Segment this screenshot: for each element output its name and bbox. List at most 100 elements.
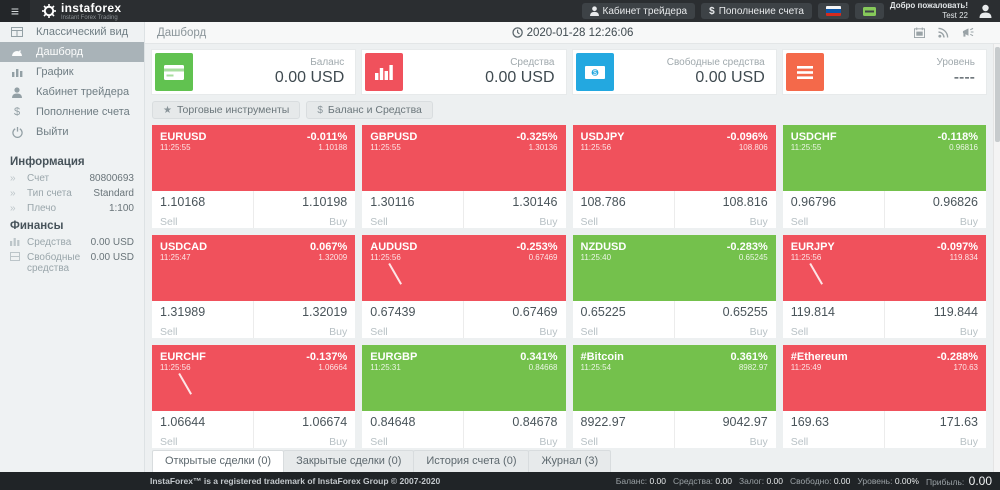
sidebar-item-classic-view[interactable]: Классический вид [0, 22, 144, 42]
copyright-text: InstaForex™ is a registered trademark of… [150, 476, 441, 486]
tile-gbpusd[interactable]: GBPUSD -0.325% 11:25:55 1.30136 1.30116 Sel… [362, 125, 566, 228]
last-price: 0.67469 [528, 253, 558, 262]
sell-quote[interactable]: 1.30116 Sell [370, 195, 415, 228]
sell-quote[interactable]: 0.96796 Sell [790, 195, 836, 228]
russian-flag-icon [825, 6, 841, 16]
instrument-change: -0.137% [306, 351, 348, 363]
sell-quote[interactable]: 169.63 Sell [790, 415, 829, 448]
tile-usdcad[interactable]: USDCAD 0.067% 11:25:47 1.32009 1.31989 Sell… [152, 235, 356, 338]
credit-card-icon [155, 53, 193, 91]
sell-quote[interactable]: 108.786 Sell [580, 195, 626, 228]
sell-quote[interactable]: 0.67439 Sell [370, 305, 416, 338]
calendar-icon[interactable] [914, 27, 925, 38]
payment-system-button[interactable] [854, 3, 884, 19]
deposit-button[interactable]: $ Пополнение счета [701, 3, 812, 19]
logo[interactable]: instaforex Instant Forex Trading [42, 2, 121, 21]
buy-quote[interactable]: 108.816 Buy [673, 191, 776, 228]
last-price: 170.63 [953, 363, 978, 372]
banknote-icon: $ [575, 53, 614, 91]
buy-quote[interactable]: 0.96826 Buy [883, 191, 986, 228]
sell-quote[interactable]: 8922.97 Sell [580, 415, 626, 448]
rss-icon[interactable] [938, 27, 949, 38]
buy-quote[interactable]: 119.844 Buy [883, 301, 986, 338]
instrument-symbol: EURGBP [370, 351, 418, 363]
instrument-change: -0.283% [726, 241, 768, 253]
dollar-icon: $ [317, 104, 323, 116]
menu-toggle-icon[interactable]: ≡ [0, 0, 30, 22]
buy-quote[interactable]: 1.32019 Buy [253, 301, 355, 338]
instaforex-logo-icon [42, 4, 56, 18]
sell-quote[interactable]: 0.84648 Sell [370, 415, 416, 448]
tab-open-deals[interactable]: Открытые сделки (0) [152, 450, 285, 472]
sidebar-item-label: Дашборд [36, 46, 84, 58]
sidebar-item-trader-cabinet[interactable]: Кабинет трейдера [0, 82, 144, 102]
scrollbar-thumb[interactable] [994, 47, 1000, 142]
buy-quote[interactable]: 1.10198 Buy [253, 191, 355, 228]
sidebar-item-logout[interactable]: Выйти [0, 122, 144, 142]
tile-bitcoin[interactable]: #Bitcoin 0.361% 11:25:54 8982.97 8922.97 Se… [572, 345, 776, 448]
sell-quote[interactable]: 1.31989 Sell [160, 305, 206, 338]
tile-usdchf[interactable]: USDCHF -0.118% 11:25:55 0.96816 0.96796 Sel… [782, 125, 986, 228]
last-price: 0.96816 [949, 143, 978, 152]
tab-closed-deals[interactable]: Закрытые сделки (0) [283, 450, 415, 472]
buy-quote[interactable]: 0.67469 Buy [463, 301, 565, 338]
tile-eurjpy[interactable]: EURJPY -0.097% 11:25:56 119.834 119.814 Sel… [782, 235, 986, 338]
card-value: 0.00 USD [695, 68, 765, 86]
instrument-change: -0.097% [937, 241, 978, 253]
buy-quote[interactable]: 0.84678 Buy [463, 411, 565, 448]
sidebar-item-chart[interactable]: График [0, 62, 144, 82]
chevron-icon: » [10, 203, 16, 214]
tab-journal[interactable]: Журнал (3) [528, 450, 612, 472]
sell-quote[interactable]: 0.65225 Sell [580, 305, 626, 338]
buy-quote[interactable]: 0.65255 Buy [673, 301, 776, 338]
vertical-scrollbar[interactable] [993, 44, 1000, 472]
toolbar: ★ Торговые инструменты $ Баланс и Средст… [152, 101, 986, 119]
last-price: 1.30136 [528, 143, 558, 152]
card-label: Баланс [310, 57, 345, 69]
tile-usdjpy[interactable]: USDJPY -0.096% 11:25:56 108.806 108.786 Sel… [572, 125, 776, 228]
tab-account-history[interactable]: История счета (0) [413, 450, 530, 472]
buy-quote[interactable]: 9042.97 Buy [673, 411, 776, 448]
stat-margin: Залог: 0.00 [738, 476, 783, 486]
balance-card: Баланс 0.00 USD [152, 50, 356, 94]
tile-eurchf[interactable]: EURCHF -0.137% 11:25:56 1.06664 1.06644 Sel… [152, 345, 356, 448]
instrument-symbol: USDCHF [790, 131, 837, 143]
level-card: Уровень ---- [782, 50, 986, 94]
stat-balance: Баланс: 0.00 [615, 476, 667, 486]
tile-nzdusd[interactable]: NZDUSD -0.283% 11:25:40 0.65245 0.65225 Sel… [572, 235, 776, 338]
last-price: 0.84668 [528, 363, 558, 372]
sell-quote[interactable]: 1.10168 Sell [160, 195, 206, 228]
instrument-symbol: USDJPY [580, 131, 625, 143]
tile-eurgbp[interactable]: EURGBP 0.341% 11:25:31 0.84668 0.84648 Sell… [362, 345, 566, 448]
dollar-icon: $ [709, 5, 715, 17]
avatar[interactable] [974, 0, 996, 22]
logo-title: instaforex [61, 0, 122, 15]
sidebar-item-dashboard[interactable]: Дашборд [0, 42, 144, 62]
balance-funds-button[interactable]: $ Баланс и Средства [306, 101, 433, 119]
buy-quote[interactable]: 1.30146 Buy [463, 191, 565, 228]
last-price: 119.834 [949, 253, 978, 262]
instrument-change: -0.011% [306, 131, 348, 143]
trading-instruments-button[interactable]: ★ Торговые инструменты [152, 101, 301, 119]
instrument-symbol: USDCAD [160, 241, 208, 253]
instrument-symbol: GBPUSD [370, 131, 418, 143]
announcements-icon[interactable] [962, 27, 974, 38]
chart-icon [10, 237, 20, 246]
sidebar-item-deposit[interactable]: $ Пополнение счета [0, 102, 144, 122]
chevron-icon: » [10, 188, 16, 199]
sell-quote[interactable]: 119.814 Sell [790, 305, 836, 338]
tile-audusd[interactable]: AUDUSD -0.253% 11:25:56 0.67469 0.67439 Sel… [362, 235, 566, 338]
sidebar-item-label: График [36, 66, 74, 78]
quote-time: 11:25:47 [160, 253, 191, 262]
trader-cabinet-button[interactable]: Кабинет трейдера [581, 3, 696, 19]
buy-quote[interactable]: 1.06674 Buy [253, 411, 355, 448]
language-flag-button[interactable] [817, 3, 849, 19]
quote-time: 11:25:56 [790, 253, 822, 262]
tile-ethereum[interactable]: #Ethereum -0.288% 11:25:49 170.63 169.63 Se… [782, 345, 986, 448]
quote-time: 11:25:55 [370, 143, 401, 152]
sell-quote[interactable]: 1.06644 Sell [160, 415, 206, 448]
list-icon [785, 53, 824, 91]
logo-subtitle: Instant Forex Trading [61, 14, 118, 21]
tile-eurusd[interactable]: EURUSD -0.011% 11:25:55 1.10188 1.10168 Sel… [152, 125, 356, 228]
buy-quote[interactable]: 171.63 Buy [883, 411, 986, 448]
